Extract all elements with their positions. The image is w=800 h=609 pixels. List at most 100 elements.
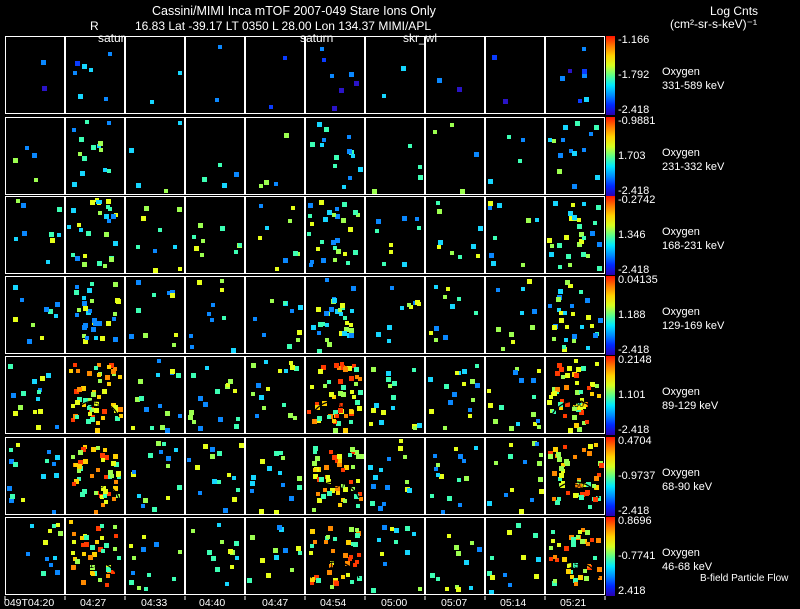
pixel: [557, 497, 561, 501]
column-label-satur: satur: [98, 31, 125, 45]
pixel: [387, 325, 392, 330]
pixel: [21, 391, 26, 396]
pixel: [341, 218, 346, 223]
pixel: [351, 154, 355, 158]
cell-border: [245, 517, 305, 595]
pixel: [341, 468, 345, 472]
pixel: [97, 395, 101, 399]
pixel: [531, 412, 536, 417]
pixel: [572, 334, 577, 339]
pixel: [236, 488, 240, 492]
pixel: [436, 463, 440, 467]
pixel: [559, 318, 564, 323]
pixel: [436, 473, 440, 477]
pixel: [166, 456, 171, 461]
pixel: [354, 382, 358, 386]
pixel: [323, 217, 328, 222]
pixel: [94, 401, 99, 406]
pixel: [152, 507, 157, 512]
pixel: [137, 494, 141, 498]
pixel: [335, 458, 340, 463]
pixel: [579, 290, 583, 294]
pixel: [470, 379, 475, 384]
pixel: [81, 543, 85, 547]
pixel: [114, 534, 118, 538]
pixel: [218, 417, 223, 422]
colorbar-mid-label: -0.7741: [618, 549, 656, 562]
pixel: [82, 64, 87, 69]
pixel: [88, 412, 92, 416]
pixel: [115, 416, 120, 421]
pixel: [100, 536, 104, 540]
pixel: [98, 211, 102, 215]
pixel: [478, 226, 483, 231]
pixel: [330, 561, 334, 565]
cell-border: [305, 356, 365, 434]
pixel: [103, 494, 107, 498]
cell-border: [485, 117, 545, 195]
pixel: [74, 463, 78, 467]
pixel: [94, 408, 99, 413]
pixel: [97, 373, 101, 377]
pixel: [562, 345, 566, 349]
pixel: [131, 571, 135, 575]
pixel: [373, 475, 378, 480]
pixel: [317, 122, 322, 127]
pixel: [275, 267, 279, 271]
colorbar-mid-label: -0.9737: [618, 469, 656, 482]
pixel: [234, 541, 239, 546]
pixel: [150, 100, 154, 104]
pixel: [41, 474, 46, 479]
pixel: [577, 427, 582, 432]
pixel: [372, 189, 377, 194]
pixel: [339, 403, 343, 407]
pixel: [97, 261, 102, 266]
cell-border: [425, 196, 485, 274]
cell-border: [185, 517, 245, 595]
pixel: [308, 203, 313, 208]
pixel: [317, 498, 322, 503]
pixel: [198, 396, 203, 401]
pixel: [308, 214, 312, 218]
pixel: [339, 312, 343, 316]
pixel: [101, 486, 106, 491]
pixel: [75, 285, 79, 289]
pixel: [45, 557, 49, 561]
pixel: [490, 556, 494, 560]
pixel: [386, 371, 391, 376]
pixel: [564, 338, 568, 342]
pixel: [595, 362, 599, 366]
pixel: [233, 389, 237, 393]
pixel: [112, 317, 116, 321]
pixel: [450, 123, 454, 127]
pixel: [331, 240, 336, 245]
pixel: [402, 216, 407, 221]
colorbar-max-label: 0.04135: [618, 274, 658, 286]
pixel: [266, 387, 270, 391]
pixel: [10, 494, 15, 499]
cell-border: [185, 276, 245, 354]
pixel: [94, 491, 98, 495]
pixel: [569, 284, 573, 288]
colorbar-2: [606, 117, 615, 196]
pixel: [350, 390, 354, 394]
pixel: [387, 457, 391, 461]
pixel: [332, 455, 337, 460]
pixel: [345, 321, 349, 325]
pixel: [71, 404, 75, 408]
pixel: [508, 454, 513, 459]
pixel: [341, 385, 346, 390]
pixel: [567, 366, 572, 371]
pixel: [599, 463, 604, 468]
pixel: [336, 249, 341, 254]
pixel: [316, 307, 321, 312]
pixel: [22, 231, 27, 236]
pixel: [166, 496, 170, 500]
pixel: [380, 552, 384, 556]
pixel: [552, 325, 557, 330]
pixel: [75, 61, 80, 66]
pixel: [343, 553, 348, 558]
pixel: [132, 556, 136, 560]
pixel: [412, 368, 416, 372]
pixel: [407, 488, 412, 493]
